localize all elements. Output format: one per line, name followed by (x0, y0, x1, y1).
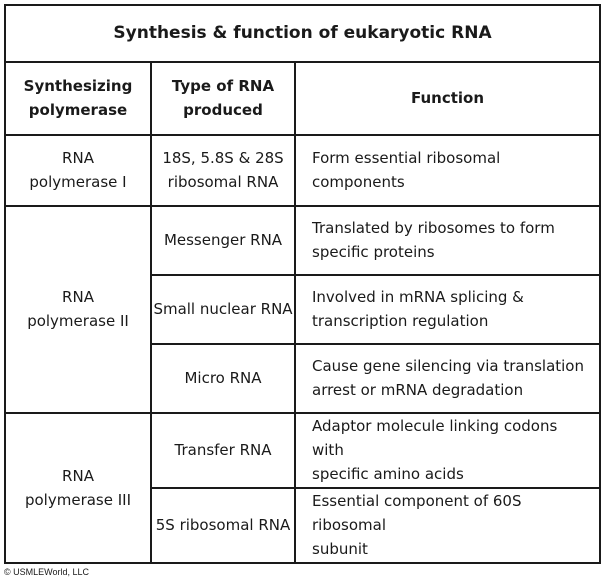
header-row: Synthesizing polymerase Type of RNA prod… (4, 60, 602, 136)
table-row-pol2-snrna: Small nuclear RNA Involved in mRNA splic… (5, 273, 602, 345)
polymerase-line1: RNA (62, 466, 94, 485)
rna-synthesis-table: Synthesis & function of eukaryotic RNA S… (3, 4, 602, 565)
copyright-notice: © USMLEWorld, LLC (4, 567, 89, 577)
rna-type-cell: Transfer RNA (150, 411, 296, 489)
rna-type-cell: Small nuclear RNA (150, 273, 296, 345)
table: Synthesis & function of eukaryotic RNA S… (3, 4, 602, 565)
header-function: Function (293, 60, 602, 136)
function-cell: Adaptor molecule linking codons with spe… (293, 411, 602, 489)
table-title: Synthesis & function of eukaryotic RNA (3, 4, 602, 63)
polymerase-cell: RNA polymerase I (4, 133, 152, 207)
header-type-line2: produced (183, 101, 263, 120)
table-row-pol3-5s: 5S ribosomal RNA Essential component of … (5, 486, 602, 565)
polymerase-cell: RNA polymerase II (4, 204, 152, 414)
polymerase-line2: polymerase II (27, 312, 129, 331)
function-line2: transcription regulation (312, 312, 489, 331)
table-row-pol2-mrna: RNA polymerase II Messenger RNA Translat… (4, 204, 602, 414)
rna-type-cell: Micro RNA (150, 342, 296, 414)
rna-type-cell: 5S ribosomal RNA (150, 486, 296, 565)
header-polymerase-line2: polymerase (28, 101, 128, 120)
header-type-line1: Type of RNA (171, 77, 275, 96)
function-cell: Essential component of 60S ribosomal sub… (293, 486, 602, 565)
polymerase-cell: RNA polymerase III (4, 411, 152, 565)
rna-type-cell: 18S, 5.8S & 28S ribosomal RNA (150, 133, 296, 207)
function-line1: Translated by ribosomes to form (312, 219, 555, 238)
function-line2: arrest or mRNA degradation (312, 381, 524, 400)
function-line1: Adaptor molecule linking codons with (312, 417, 558, 460)
header-polymerase: Synthesizing polymerase (4, 60, 152, 136)
polymerase-line2: polymerase III (24, 490, 132, 509)
polymerase-line2: polymerase I (29, 173, 127, 192)
function-line1: Involved in mRNA splicing & (312, 288, 524, 307)
function-cell: Translated by ribosomes to form specific… (293, 204, 602, 276)
function-line1: Form essential ribosomal components (312, 149, 501, 192)
function-line2: subunit (312, 540, 368, 559)
rna-type-line2: ribosomal RNA (167, 173, 279, 192)
function-line2: specific proteins (312, 243, 435, 262)
header-polymerase-line1: Synthesizing (23, 77, 133, 96)
title-row: Synthesis & function of eukaryotic RNA (3, 4, 602, 63)
function-line2: specific amino acids (312, 465, 464, 484)
function-cell: Form essential ribosomal components (293, 133, 602, 207)
table-row-pol3-trna: RNA polymerase III Transfer RNA Adaptor … (4, 411, 602, 565)
table-row-pol1: RNA polymerase I 18S, 5.8S & 28S ribosom… (4, 133, 602, 207)
function-line1: Essential component of 60S ribosomal (312, 492, 522, 535)
polymerase-line1: RNA (62, 288, 94, 307)
rna-type-cell: Messenger RNA (150, 204, 296, 276)
rna-type-line1: 18S, 5.8S & 28S (162, 149, 284, 168)
polymerase-line1: RNA (62, 149, 94, 168)
function-cell: Cause gene silencing via translation arr… (293, 342, 602, 414)
header-type: Type of RNA produced (150, 60, 296, 136)
function-cell: Involved in mRNA splicing & transcriptio… (293, 273, 602, 345)
function-line1: Cause gene silencing via translation (312, 357, 584, 376)
table-row-pol2-mirna: Micro RNA Cause gene silencing via trans… (5, 342, 602, 414)
